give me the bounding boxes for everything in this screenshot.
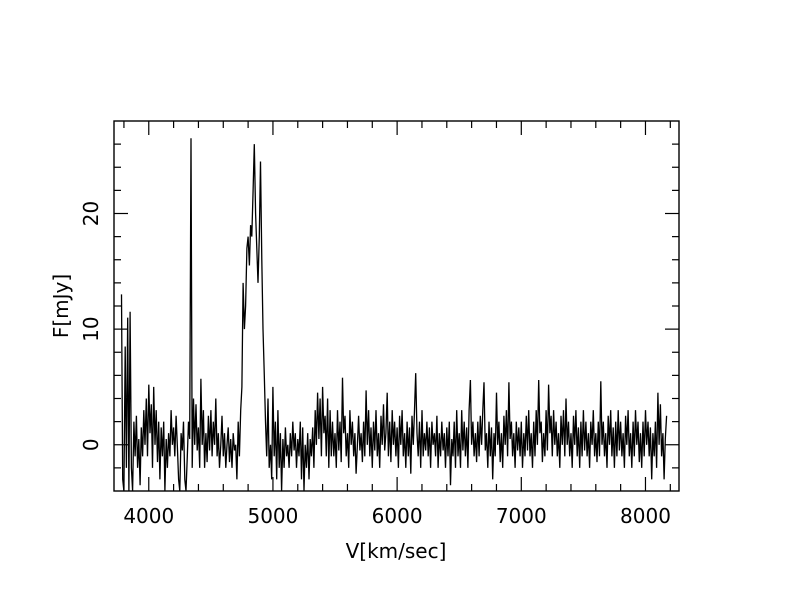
axis-ticks bbox=[114, 121, 679, 491]
y-tick-label: 10 bbox=[79, 316, 103, 341]
x-tick-label: 7000 bbox=[496, 504, 547, 528]
x-tick-label: 8000 bbox=[620, 504, 671, 528]
spectrum-line bbox=[120, 138, 668, 492]
plot-frame bbox=[113, 120, 680, 492]
x-axis-title: V[km/sec] bbox=[346, 539, 447, 563]
y-tick-label: 20 bbox=[79, 201, 103, 226]
x-tick-label: 4000 bbox=[123, 504, 174, 528]
tick-labels: 4000 5000 6000 7000 8000 0 10 20 bbox=[79, 201, 671, 528]
y-tick-label: 0 bbox=[79, 438, 103, 451]
x-tick-label: 5000 bbox=[247, 504, 298, 528]
y-axis-title: F[mJy] bbox=[49, 274, 73, 338]
x-tick-label: 6000 bbox=[372, 504, 423, 528]
